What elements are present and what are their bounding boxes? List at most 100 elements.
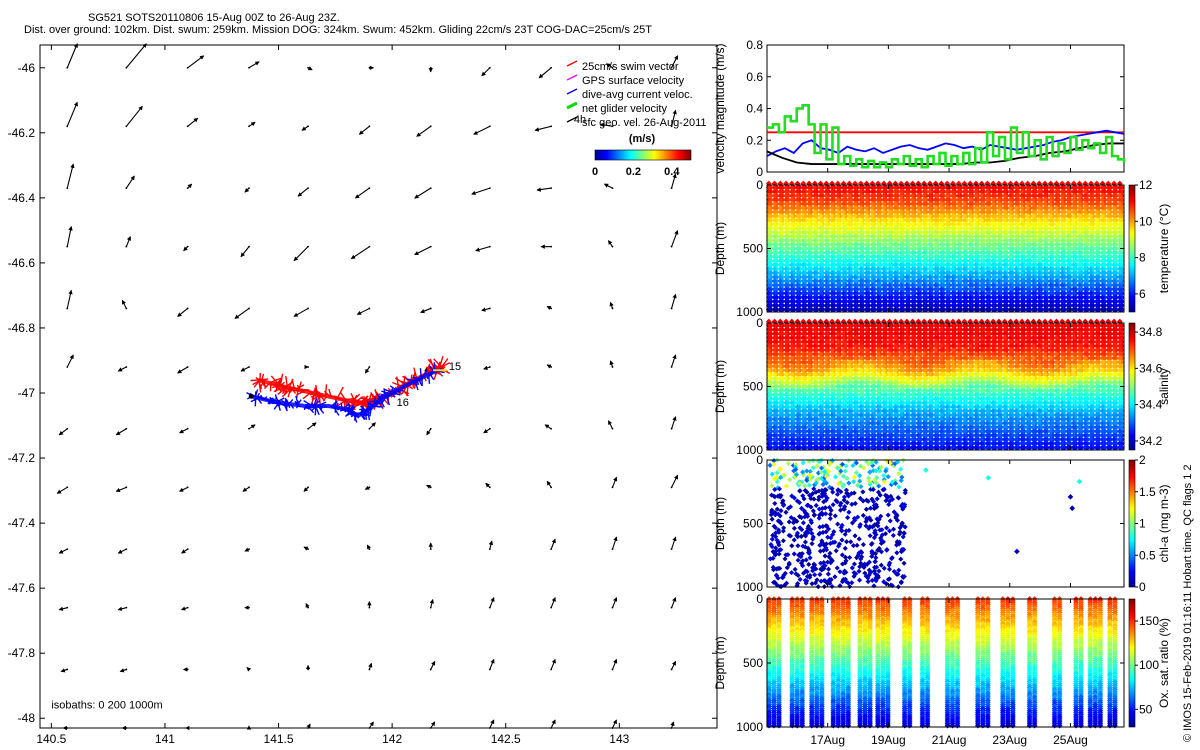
vector-origin [429,668,432,671]
dive-avg-current-vector [419,368,422,379]
sfc-velocity-vector [117,548,127,554]
time-tick-label: 19Aug [871,733,906,747]
sfc-velocity-vector [671,596,677,608]
map-x-tick-label: 142 [382,732,402,746]
swim-vector [292,389,300,392]
vector-origin [66,245,69,248]
vector-origin [186,668,189,671]
colorbar-tick-label: 34.2 [1139,434,1163,448]
vector-origin [488,427,491,430]
vector-origin [248,606,250,609]
map-x-tick-label: 141 [155,732,175,746]
dive-avg-current-vector [287,403,291,409]
sfc-velocity-vector [489,719,495,729]
chart-title: SG521 SOTS20110806 15-Aug 00Z to 26-Aug … [88,12,340,24]
vector-origin [368,668,371,671]
dive-avg-current-vector [333,406,340,416]
sfc-velocity-vector [605,63,613,69]
vector-origin [248,486,250,489]
dive-avg-current-vector [305,403,309,407]
legend-swatch [566,88,578,95]
map-x-tick-label: 143 [609,732,629,746]
vector-origin [307,307,309,310]
map-y-tick-label: -47.4 [8,516,36,530]
vector-origin [368,606,371,609]
sfc-velocity-vector [234,307,250,319]
vector-origin [307,125,309,128]
legend-label: GPS surface velocity [582,75,685,87]
vector-origin [125,245,128,248]
legend-label: sfc geo. vel. 26-Aug-2011 [582,117,707,129]
time-tick-label: 21Aug [932,733,967,747]
sfc-velocity-vector [240,246,250,258]
sfc-velocity-vector [671,660,677,670]
vector-origin [307,187,309,190]
colorbar-label: Ox. sat. ratio (%) [1157,618,1171,708]
vector-origin [368,245,371,248]
vector-origin [248,66,250,69]
dive-avg-current-vector [281,399,288,405]
sfc-velocity-vector [488,540,494,550]
colorbar-tick-label: 12 [1139,178,1153,192]
temp-samples [765,180,1125,313]
dive-avg-current-vector [340,407,347,410]
colorbar-label: temperature (°C) [1157,204,1171,294]
vector-origin [550,66,553,69]
sfc-velocity-vector [115,428,127,436]
dive-avg-current-vector [372,399,378,407]
dive-avg-current-vector [350,405,354,413]
swim-vector [282,386,287,395]
map-y-tick-label: -46.8 [8,321,36,335]
vector-origin [488,125,491,128]
dive-avg-current-vector [383,392,387,397]
vector-origin [670,606,673,609]
sfc-velocity-vector [177,308,189,317]
swim-vector [365,401,368,406]
vector-origin [550,307,553,310]
vector-origin [550,668,553,671]
sfc-velocity-vector [671,109,677,127]
sfc-velocity-vector [180,606,188,611]
sfc-velocity-vector [483,365,490,370]
swim-vector [280,381,286,387]
vector-origin [248,668,250,671]
dive-avg-current-vector [317,405,325,414]
panel-colorbar [1128,459,1136,588]
y-tick-label: 0.6 [746,70,763,84]
vector-origin [186,548,189,551]
vector-origin [368,307,371,310]
vector-origin [429,727,432,729]
vector-origin [488,668,491,671]
velocity-panel: 0 0.2 0.4 0.6 0.8 velocity magnitude (m/s) [713,38,1126,179]
chl-samples [767,457,1083,590]
vector-origin [186,606,189,609]
dive-avg-current-vector [381,394,388,404]
sfc-velocity-vector [609,301,614,309]
vector-origin [186,125,189,128]
dive-avg-current-vector [361,409,368,413]
colorbar-tick-label: 2 [1139,453,1146,467]
vector-origin [66,486,69,489]
vector-origin [368,125,371,128]
sfc-velocity-vector [611,658,618,670]
dive-avg-current-vector [256,397,263,404]
dive-avg-current-vector [381,393,385,398]
panel-y-label: Depth (m) [713,497,727,550]
sfc-velocity-vector [481,67,491,77]
sfc-velocity-vector [303,486,309,492]
dive-avg-current-vector [308,403,314,407]
sfc-velocity-vector [187,55,205,69]
map-axes-frame [39,44,718,729]
sfc-velocity-vector [66,225,73,247]
time-tick-label: 25Aug [1053,733,1088,747]
sfc-velocity-vector [671,536,677,550]
vector-origin [550,727,553,729]
colorbar-tick-label: 1 [1139,517,1146,531]
glider-track [246,356,451,423]
sfc-velocity-vector [483,428,491,434]
sfc-velocity-vector [671,474,679,488]
chlorophyll-panel: 0 500 1000 Depth (m) 0 0.5 1 1.5 2 chl-a (mg m-3) [713,453,1171,594]
dive-avg-current-vector [373,405,380,408]
dive-avg-current-vector [390,392,396,398]
vector-origin [248,187,250,190]
